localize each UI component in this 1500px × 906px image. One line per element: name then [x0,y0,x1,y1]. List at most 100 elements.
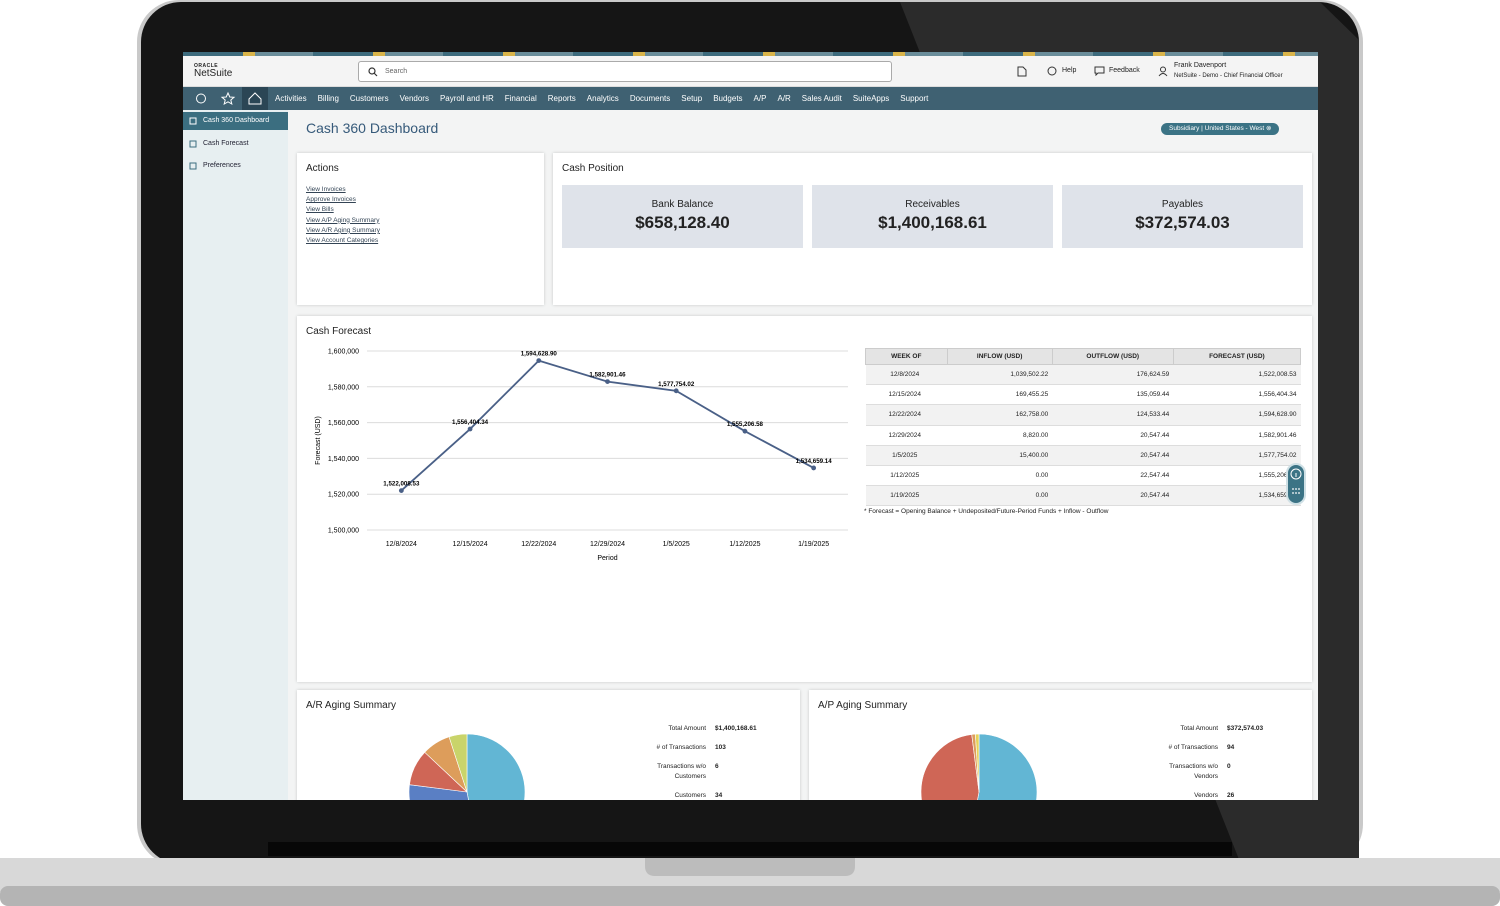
pie-slice [466,733,526,800]
action-link[interactable]: View Account Categories [306,237,379,245]
data-label: 1,534,659.14 [796,458,833,465]
x-tick-label: 1/5/2025 [663,541,690,548]
table-cell: 1/5/2025 [865,445,947,466]
floating-icons [1290,468,1302,494]
table-cell: 20,547.44 [1052,485,1174,507]
table-cell: 1,594,628.90 [1173,404,1301,426]
nav-item[interactable]: Financial [504,94,537,103]
data-label: 1,577,754.02 [658,381,695,388]
stat-value: 0 [1227,763,1231,770]
nav-item[interactable]: Budgets [713,94,743,103]
stat-label: # of Transactions [1168,744,1219,751]
subsidiary-value: United States - West [1204,125,1265,132]
x-tick-label: 12/8/2024 [386,541,417,548]
stat-value: 94 [1227,744,1235,751]
table-cell: 22,547.44 [1052,465,1174,487]
stat-value: $1,400,168.61 [715,725,757,732]
action-links: View Invoices Approve Invoices View Bills V… [306,185,380,246]
action-link[interactable]: Approve Invoices [306,196,356,204]
action-link[interactable]: View Bills [306,206,334,214]
floating-help[interactable] [1286,463,1306,505]
data-point [467,426,473,432]
cash-position-card: Cash Position Bank Balance $658,128.40 Rec… [553,153,1312,305]
user-name[interactable]: Frank Davenport [1174,62,1227,69]
data-point [536,358,542,364]
nav-item[interactable]: Sales Audit [801,94,842,103]
x-tick-label: 1/12/2025 [729,541,760,548]
nav-item[interactable]: Customers [349,94,389,103]
x-axis-label: Period [597,555,617,562]
nav-item[interactable]: Reports [547,94,576,103]
y-tick-label: 1,520,000 [328,492,359,499]
header: ORACLE NetSuite Search Help Feedback Fra… [183,56,1318,87]
x-tick-label: 12/22/2024 [521,541,556,548]
pie-chart [920,733,1038,800]
stat-label: Customers [674,792,706,799]
ar-aging-card: A/R Aging Summary Total Amount $1,400,168… [297,690,800,800]
nav-item[interactable]: Payroll and HR [439,94,494,103]
nav-item[interactable]: Setup [681,94,703,103]
table-cell: 0.00 [947,485,1053,507]
table-cell: 12/29/2024 [865,425,947,446]
position-value: $658,128.40 [635,213,730,232]
pie-slice [977,733,1038,800]
card-title: A/R Aging Summary [306,700,397,711]
subsidiary-label: Subsidiary [1169,125,1200,132]
forecast-note: * Forecast = Opening Balance + Undeposit… [864,508,1109,515]
actions-card: Actions View Invoices Approve Invoices Vie… [297,153,544,305]
doc-icon[interactable] [1017,66,1027,77]
stat-label: Transactions w/o Customers [657,763,706,780]
nav-item[interactable]: SuiteApps [852,94,890,103]
table-cell: 12/22/2024 [865,404,947,426]
action-link[interactable]: View A/P Aging Summary [306,216,380,224]
stat-value: 6 [715,763,719,770]
sidebar-item[interactable]: Preferences [183,157,288,175]
table-cell: 15,400.00 [947,445,1053,466]
sidebar-icon [189,162,197,170]
data-label: 1,522,008.53 [383,481,420,488]
position-tile: Bank Balance $658,128.40 [562,185,803,248]
feedback-link[interactable]: Feedback [1109,67,1140,74]
top-band [183,52,1318,56]
position-value: $372,574.03 [1135,213,1230,232]
table-cell: 169,455.25 [947,384,1053,406]
card-title: Actions [306,163,339,174]
forecast-table-wrap: WEEK OF INFLOW (USD) OUTFLOW (USD) FORECAST… [865,348,1302,507]
pie-slice [975,733,980,793]
y-tick-label: 1,580,000 [328,384,359,391]
card-title: A/P Aging Summary [818,700,908,711]
table-cell: 1,577,754.02 [1173,445,1301,466]
action-link[interactable]: View A/R Aging Summary [306,226,380,234]
data-label: 1,555,206.58 [727,421,764,428]
table-cell: 1/19/2025 [865,485,947,507]
table-cell: 20,547.44 [1052,425,1174,446]
logo-oracle: ORACLE [194,63,219,69]
nav-icons [196,87,268,110]
search-box[interactable]: Search [358,61,892,82]
nav-item[interactable]: A/P [753,94,767,103]
nav-item[interactable]: Documents [629,94,671,103]
table-cell: 8,820.00 [947,425,1053,446]
table-cell: 12/8/2024 [865,364,947,386]
sidebar: Cash 360 Dashboard Cash Forecast Preferenc… [183,110,288,800]
logo-netsuite[interactable]: NetSuite [194,68,233,79]
help-link[interactable]: Help [1062,67,1077,74]
pie-chart [408,733,526,800]
data-label: 1,556,404.34 [452,419,489,426]
nav-item[interactable]: Activities [275,94,307,103]
subsidiary-filter[interactable]: Subsidiary | United States - West ⊗ [1161,123,1280,135]
position-tile: Receivables $1,400,168.61 [812,185,1053,248]
data-point [673,388,679,394]
nav-item[interactable]: Support [900,94,929,103]
position-label: Payables [1161,199,1204,210]
nav-item[interactable]: A/R [777,94,791,103]
stat-label: Total Amount [668,725,706,732]
nav-item[interactable]: Billing [317,94,339,103]
nav-item[interactable]: Analytics [586,94,619,103]
nav-item[interactable]: Vendors [399,94,429,103]
table-cell: 0.00 [947,465,1053,487]
sidebar-item[interactable]: Cash 360 Dashboard [183,112,288,130]
sidebar-item[interactable]: Cash Forecast [183,135,288,153]
action-link[interactable]: View Invoices [306,186,346,193]
